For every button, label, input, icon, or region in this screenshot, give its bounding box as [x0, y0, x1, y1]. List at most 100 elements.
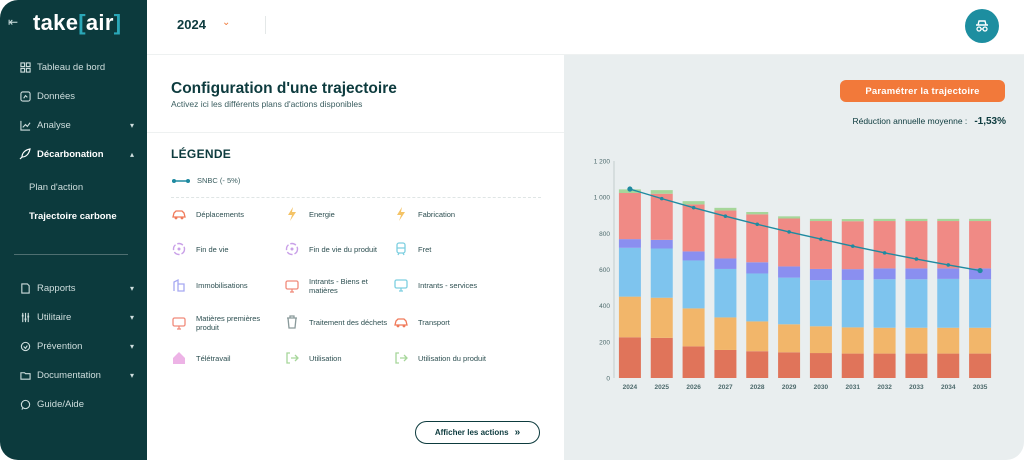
bar-segment: [905, 268, 928, 280]
exit-icon: [393, 350, 409, 366]
sliders-icon: [19, 311, 31, 323]
page-title: Configuration d'une trajectoire: [171, 80, 397, 97]
bar-segment: [746, 321, 769, 352]
sidebar-subitem-plan-action[interactable]: Plan d'action: [29, 182, 84, 193]
trajectory-point: [691, 205, 696, 210]
x-tick-label: 2027: [718, 384, 733, 391]
legend-item: Utilisation: [284, 350, 392, 366]
annual-reduction: Réduction annuelle moyenne : -1,53%: [844, 116, 1006, 127]
legend-item-label: Télétravail: [196, 353, 231, 363]
bar-segment: [618, 193, 641, 240]
bar-segment: [841, 219, 864, 222]
legend-item-label: Intrants - services: [418, 280, 478, 290]
bar-segment: [937, 218, 960, 222]
x-tick-label: 2033: [909, 384, 924, 391]
legend-snbc: SNBC (- 5%): [171, 176, 240, 185]
bar-segment: [650, 193, 673, 240]
x-tick-label: 2026: [686, 384, 701, 391]
bar-segment: [937, 353, 960, 378]
bar-segment: [714, 258, 737, 269]
legend-item-label: Fin de vie du produit: [309, 244, 377, 254]
year-select-value[interactable]: 2024: [177, 17, 206, 32]
legend-item-label: Transport: [418, 317, 450, 327]
hand-heart-icon: [19, 340, 31, 352]
recycle-icon: [284, 241, 300, 257]
sidebar-item-decarbonation[interactable]: Décarbonation ▴: [0, 141, 147, 167]
page-subtitle: Activez ici les différents plans d'actio…: [171, 99, 363, 109]
sidebar-subitem-trajectoire-carbone[interactable]: Trajectoire carbone: [29, 211, 117, 222]
sidebar-item-label: Guide/Aide: [37, 398, 85, 410]
legend-item-label: Fabrication: [418, 209, 456, 219]
legend-item-label: Intrants - Biens et matières: [309, 277, 368, 295]
legend-item-label: Immobilisations: [196, 280, 248, 290]
sidebar-item-rapports[interactable]: Rapports ▾: [0, 275, 147, 301]
sidebar-item-analyse[interactable]: Analyse ▾: [0, 112, 147, 138]
bar-segment: [682, 346, 705, 378]
legend-item-label: Utilisation: [309, 353, 342, 363]
bar-segment: [618, 296, 641, 338]
bar-segment: [809, 268, 832, 281]
configure-trajectory-button[interactable]: Paramétrer la trajectoire: [840, 80, 1005, 102]
sidebar-item-dashboard[interactable]: Tableau de bord: [0, 54, 147, 80]
bar-segment: [873, 327, 896, 354]
chevron-down-icon: ▾: [130, 283, 135, 293]
x-tick-label: 2029: [782, 384, 797, 391]
sidebar-item-guide[interactable]: Guide/Aide: [0, 391, 147, 417]
x-tick-label: 2028: [750, 384, 765, 391]
trajectory-point: [659, 196, 664, 201]
bar-segment: [650, 190, 673, 194]
bar-segment: [809, 221, 832, 269]
sidebar-item-label: Prévention: [37, 340, 83, 352]
bar-segment: [618, 247, 641, 297]
chevron-up-icon: ▴: [130, 149, 135, 159]
trajectory-point: [787, 230, 791, 234]
sidebar-item-documentation[interactable]: Documentation ▾: [0, 362, 147, 388]
trajectory-point: [723, 214, 728, 218]
bar-segment: [873, 353, 896, 378]
sidebar-item-prevention[interactable]: Prévention ▾: [0, 333, 147, 359]
logo: take[air]: [33, 10, 122, 35]
legend-item-label: Traitement des déchets: [309, 317, 388, 327]
x-tick-label: 2031: [846, 384, 861, 391]
bar-segment: [714, 349, 737, 378]
bar-segment: [969, 353, 992, 378]
bar-segment: [937, 327, 960, 354]
bar-segment: [937, 278, 960, 328]
bar-segment: [746, 351, 769, 378]
bar-segment: [778, 352, 801, 378]
legend-item: Transport: [393, 314, 501, 330]
show-actions-label: Afficher les actions: [434, 428, 509, 437]
chevron-down-icon[interactable]: ⌄: [222, 17, 231, 28]
trajectory-panel: Paramétrer la trajectoire Réduction annu…: [564, 55, 1024, 460]
bar-segment: [841, 327, 864, 354]
bar-segment: [969, 268, 992, 280]
sidebar-item-utilitaire[interactable]: Utilitaire ▾: [0, 304, 147, 330]
x-tick-label: 2024: [623, 384, 638, 391]
bar-segment: [778, 218, 801, 267]
legend-item: Fin de vie: [171, 241, 279, 257]
folder-icon: [19, 369, 31, 381]
bar-segment: [969, 279, 992, 328]
user-avatar-button[interactable]: [965, 9, 999, 43]
bar-segment: [746, 211, 769, 215]
bar-segment: [969, 327, 992, 354]
bar-segment: [778, 277, 801, 325]
bar-segment: [650, 239, 673, 249]
collapse-sidebar-icon[interactable]: ⇤: [8, 15, 19, 29]
bar-segment: [809, 353, 832, 378]
legend-item: Déplacements: [171, 206, 279, 222]
trajectory-point: [914, 257, 919, 261]
incognito-icon: [976, 20, 988, 32]
sidebar-item-label: Données: [37, 90, 76, 102]
bar-segment: [873, 279, 896, 328]
monitor-icon: [284, 278, 300, 294]
legend-item: Immobilisations: [171, 277, 279, 293]
legend-title: LÉGENDE: [171, 147, 232, 161]
legend-item: Intrants - Biens et matières: [284, 277, 392, 295]
annual-reduction-value: -1,53%: [974, 116, 1006, 127]
sidebar-item-data[interactable]: Données: [0, 83, 147, 109]
show-actions-button[interactable]: Afficher les actions »: [415, 421, 540, 444]
building-icon: [171, 277, 187, 293]
sidebar-item-label: Rapports: [37, 282, 76, 294]
bar-segment: [714, 317, 737, 350]
